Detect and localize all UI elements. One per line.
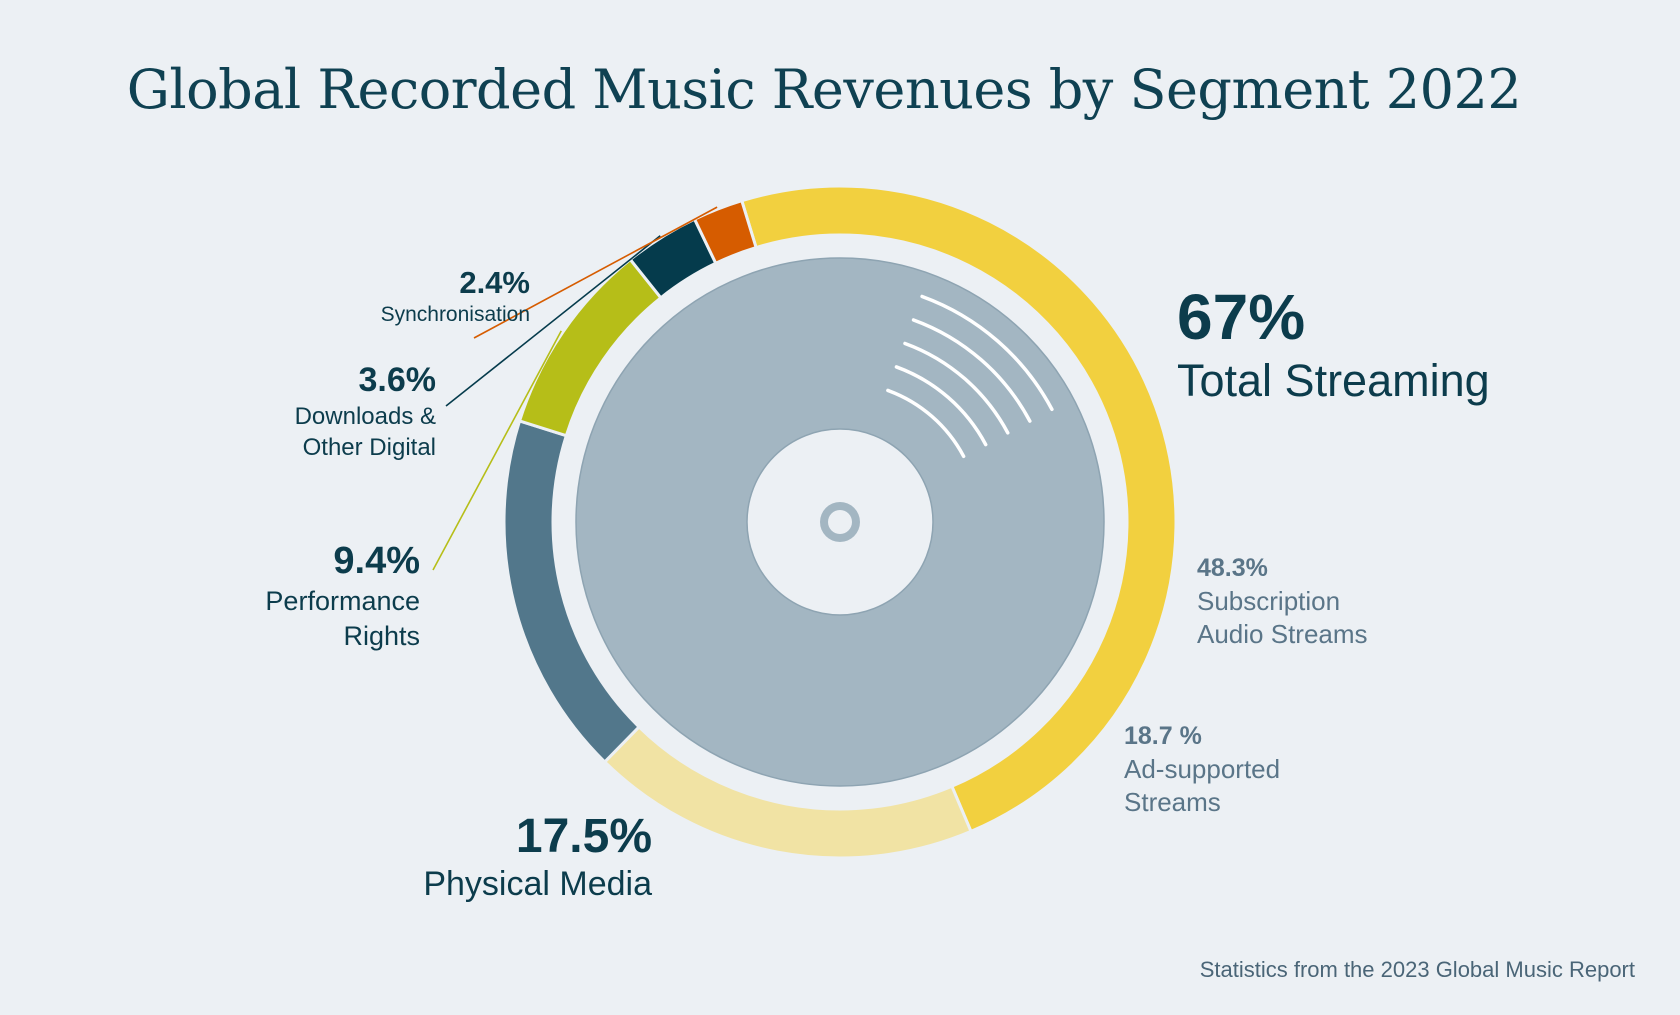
label-synchronisation: 2.4% Synchronisation bbox=[330, 264, 530, 328]
synchronisation-name: Synchronisation bbox=[380, 303, 530, 327]
ad-supported-line2: Streams bbox=[1124, 787, 1221, 818]
vinyl-groove-highlight bbox=[886, 388, 966, 459]
total-streaming-value: 67% bbox=[1177, 281, 1306, 353]
label-total-streaming: 67% Total Streaming bbox=[1177, 282, 1490, 411]
downloads-value: 3.6% bbox=[358, 361, 437, 399]
segment-synchronisation bbox=[692, 198, 758, 266]
label-downloads: 3.6% Downloads & Other Digital bbox=[250, 360, 436, 463]
label-performance-rights: 9.4% Performance Rights bbox=[230, 540, 420, 654]
segment-subscription bbox=[739, 184, 1178, 834]
total-streaming-name: Total Streaming bbox=[1177, 355, 1490, 407]
subscription-line2: Audio Streams bbox=[1197, 619, 1368, 650]
leader-line-performance bbox=[432, 330, 562, 571]
source-note: Statistics from the 2023 Global Music Re… bbox=[1199, 957, 1635, 982]
leader-line-synchronisation bbox=[473, 206, 718, 339]
label-ad-supported: 18.7 % Ad-supported Streams bbox=[1124, 720, 1280, 820]
chart-title: Global Recorded Music Revenues by Segmen… bbox=[126, 58, 1522, 121]
synchronisation-value: 2.4% bbox=[459, 265, 530, 300]
vinyl-groove-highlight bbox=[920, 294, 1054, 412]
subscription-line1: Subscription bbox=[1197, 585, 1341, 616]
vinyl-record-icon bbox=[575, 257, 1105, 787]
vinyl-groove-highlight bbox=[903, 341, 1010, 435]
vinyl-groove-highlight bbox=[911, 318, 1032, 423]
leader-line-downloads bbox=[445, 235, 661, 407]
physical-name: Physical Media bbox=[423, 865, 652, 904]
downloads-line2: Other Digital bbox=[302, 433, 436, 461]
downloads-line1: Downloads & bbox=[294, 402, 436, 430]
performance-line2: Rights bbox=[343, 620, 420, 651]
physical-value: 17.5% bbox=[515, 810, 652, 863]
vinyl-spindle-hole bbox=[828, 510, 852, 534]
ad-supported-line1: Ad-supported bbox=[1124, 753, 1281, 784]
vinyl-groove-highlight bbox=[894, 365, 988, 447]
subscription-value: 48.3% bbox=[1197, 554, 1268, 582]
label-subscription: 48.3% Subscription Audio Streams bbox=[1197, 552, 1368, 652]
label-physical-media: 17.5% Physical Media bbox=[400, 810, 652, 907]
performance-value: 9.4% bbox=[333, 540, 420, 582]
ad-supported-value: 18.7 % bbox=[1124, 722, 1202, 750]
performance-line1: Performance bbox=[265, 585, 420, 616]
